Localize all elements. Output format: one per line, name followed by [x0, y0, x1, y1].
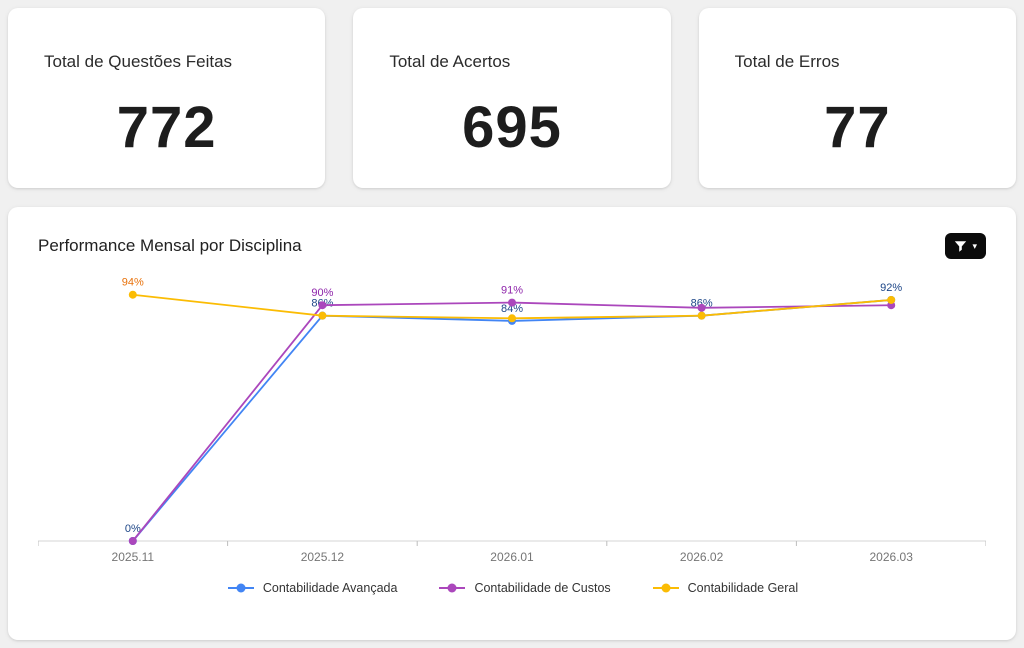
chart-line	[132, 301, 892, 542]
stat-card-erros: Total de Erros 77	[698, 8, 1016, 188]
stat-title: Total de Questões Feitas	[44, 52, 233, 71]
point-label: 92%	[880, 282, 902, 294]
chart-line	[132, 299, 892, 542]
filter-button[interactable]: ▾	[945, 233, 986, 259]
chart-header: Performance Mensal por Disciplina ▾	[38, 233, 986, 259]
legend-item[interactable]: Contabilidade Geral	[651, 581, 799, 595]
chart-point	[128, 290, 137, 299]
chart-title: Performance Mensal por Disciplina	[38, 236, 302, 255]
x-axis-label: 2026.02	[680, 550, 724, 564]
x-axis-label: 2025.12	[301, 550, 345, 564]
filter-funnel-icon	[955, 240, 967, 252]
legend-marker-icon	[439, 583, 466, 593]
stat-value: 695	[462, 95, 562, 160]
x-axis-label: 2026.01	[490, 550, 534, 564]
legend-item[interactable]: Contabilidade de Custos	[437, 581, 611, 595]
chart-point	[508, 314, 516, 323]
point-label: 94%	[122, 277, 144, 289]
stat-title: Total de Erros	[734, 52, 840, 71]
chart-point	[318, 311, 327, 320]
chart-point	[697, 303, 706, 312]
legend-label: Contabilidade de Custos	[474, 581, 611, 595]
chevron-down-icon: ▾	[972, 240, 977, 251]
point-label: 84%	[501, 303, 523, 315]
chart-point	[318, 301, 327, 310]
legend-item[interactable]: Contabilidade Avançada	[226, 581, 398, 595]
stats-row: Total de Questões Feitas 772 Total de Ac…	[8, 8, 1016, 188]
stat-card-acertos: Total de Acertos 695	[353, 8, 671, 188]
point-label: 0%	[125, 523, 141, 535]
point-label: 91%	[501, 285, 523, 297]
legend-marker-icon	[227, 583, 254, 593]
chart-point	[887, 295, 896, 304]
point-label: 86%	[691, 298, 713, 310]
chart-legend: Contabilidade Avançada Contabilidade de C…	[38, 581, 986, 595]
chart-point	[697, 311, 706, 320]
performance-chart-card: Performance Mensal por Disciplina ▾ 2025…	[8, 207, 1016, 640]
stat-title: Total de Acertos	[389, 52, 511, 71]
chart-point	[128, 537, 137, 545]
x-axis-label: 2025.11	[112, 550, 155, 564]
stat-value: 77	[824, 95, 891, 160]
legend-label: Contabilidade Geral	[687, 581, 799, 595]
chart-point	[508, 298, 516, 307]
legend-label: Contabilidade Avançada	[262, 581, 398, 595]
line-chart: 2025.11 2025.12 2026.01 2026.02 2026.03 0% 86%…	[38, 277, 986, 564]
legend-marker-icon	[652, 583, 679, 593]
x-axis-label: 2026.03	[870, 550, 914, 564]
point-label: 90%	[311, 287, 333, 299]
stat-card-questoes-feitas: Total de Questões Feitas 772	[8, 8, 326, 188]
stat-value: 772	[116, 95, 217, 160]
